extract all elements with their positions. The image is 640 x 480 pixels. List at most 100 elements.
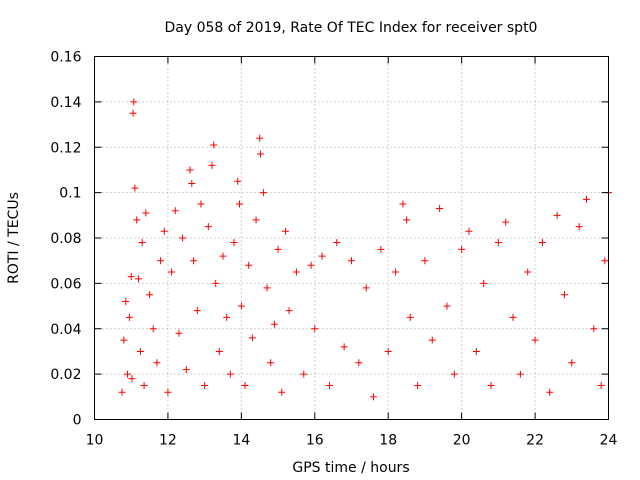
- data-point: [138, 239, 146, 247]
- data-point: [182, 366, 190, 374]
- x-tick-label: 18: [379, 433, 397, 449]
- data-point: [560, 291, 568, 299]
- y-tick-label: 0: [73, 413, 82, 429]
- x-tick-label: 16: [306, 433, 324, 449]
- data-point: [377, 245, 385, 253]
- data-point: [406, 313, 414, 321]
- data-point: [403, 216, 411, 224]
- data-point: [248, 334, 256, 342]
- data-point: [186, 166, 194, 174]
- data-point: [245, 261, 253, 269]
- data-point: [267, 359, 275, 367]
- data-point: [128, 375, 136, 383]
- data-point: [307, 261, 315, 269]
- data-point: [509, 313, 517, 321]
- data-point: [136, 347, 144, 355]
- y-tick-label: 0.04: [50, 322, 81, 338]
- data-point: [201, 381, 209, 389]
- data-point: [153, 359, 161, 367]
- data-point: [480, 279, 488, 287]
- data-point: [127, 273, 135, 281]
- y-tick-label: 0.16: [50, 50, 81, 66]
- data-point: [146, 291, 154, 299]
- data-point: [230, 239, 238, 247]
- data-point: [516, 370, 524, 378]
- data-point: [318, 252, 326, 260]
- data-point: [122, 298, 130, 306]
- data-point: [487, 381, 495, 389]
- x-tick-label: 12: [159, 433, 177, 449]
- data-point: [190, 257, 198, 265]
- data-point: [311, 325, 319, 333]
- data-point: [546, 388, 554, 396]
- data-point: [292, 268, 300, 276]
- data-point: [597, 381, 605, 389]
- y-tick-label: 0.1: [59, 186, 81, 202]
- data-point: [531, 336, 539, 344]
- data-point: [208, 161, 216, 169]
- data-point: [226, 370, 234, 378]
- data-point: [234, 177, 242, 185]
- data-point: [210, 141, 218, 149]
- data-point: [340, 343, 348, 351]
- y-tick-label: 0.02: [50, 367, 81, 383]
- grid-lines: [94, 56, 609, 420]
- data-point: [465, 227, 473, 235]
- data-point: [421, 257, 429, 265]
- axis-ticks: [94, 56, 609, 420]
- data-point: [256, 134, 264, 142]
- x-axis-label: GPS time / hours: [292, 460, 409, 476]
- x-tick-label: 24: [600, 433, 618, 449]
- data-point: [300, 370, 308, 378]
- data-point: [443, 302, 451, 310]
- data-point: [129, 109, 137, 117]
- data-point: [179, 234, 187, 242]
- data-point: [428, 336, 436, 344]
- data-point: [168, 268, 176, 276]
- data-point: [252, 216, 260, 224]
- data-point: [281, 227, 289, 235]
- data-point: [125, 313, 133, 321]
- data-point: [355, 359, 363, 367]
- data-point: [278, 388, 286, 396]
- data-point: [270, 320, 278, 328]
- data-point: [237, 302, 245, 310]
- y-tick-label: 0.12: [50, 140, 81, 156]
- data-point: [263, 284, 271, 292]
- data-point: [590, 325, 598, 333]
- data-point: [274, 245, 282, 253]
- data-point: [204, 223, 212, 231]
- data-point: [392, 268, 400, 276]
- data-point: [601, 257, 609, 265]
- data-point: [502, 218, 510, 226]
- data-point: [399, 200, 407, 208]
- data-point: [193, 307, 201, 315]
- y-tick-label: 0.14: [50, 95, 81, 111]
- data-point: [120, 336, 128, 344]
- data-point: [118, 388, 126, 396]
- data-point: [157, 257, 165, 265]
- tick-labels: 0 0.02 0.04 0.06 0.08 0.1 0.12 0.14 0.16 10 12 14 16…: [50, 50, 617, 449]
- x-tick-label: 10: [86, 433, 104, 449]
- data-point: [494, 239, 502, 247]
- data-point: [223, 313, 231, 321]
- data-point: [458, 245, 466, 253]
- data-point: [149, 325, 157, 333]
- data-point: [133, 216, 141, 224]
- data-point: [450, 370, 458, 378]
- data-point: [436, 205, 444, 213]
- chart-title: Day 058 of 2019, Rate Of TEC Index for r…: [165, 20, 538, 36]
- data-point: [370, 393, 378, 401]
- y-tick-label: 0.08: [50, 231, 81, 247]
- data-point: [414, 381, 422, 389]
- data-points: [118, 98, 612, 401]
- data-point: [384, 347, 392, 355]
- data-point: [236, 200, 244, 208]
- data-point: [212, 279, 220, 287]
- y-axis-label: ROTI / TECUs: [6, 192, 22, 284]
- data-point: [472, 347, 480, 355]
- x-tick-label: 14: [232, 433, 250, 449]
- data-point: [259, 189, 267, 197]
- data-point: [362, 284, 370, 292]
